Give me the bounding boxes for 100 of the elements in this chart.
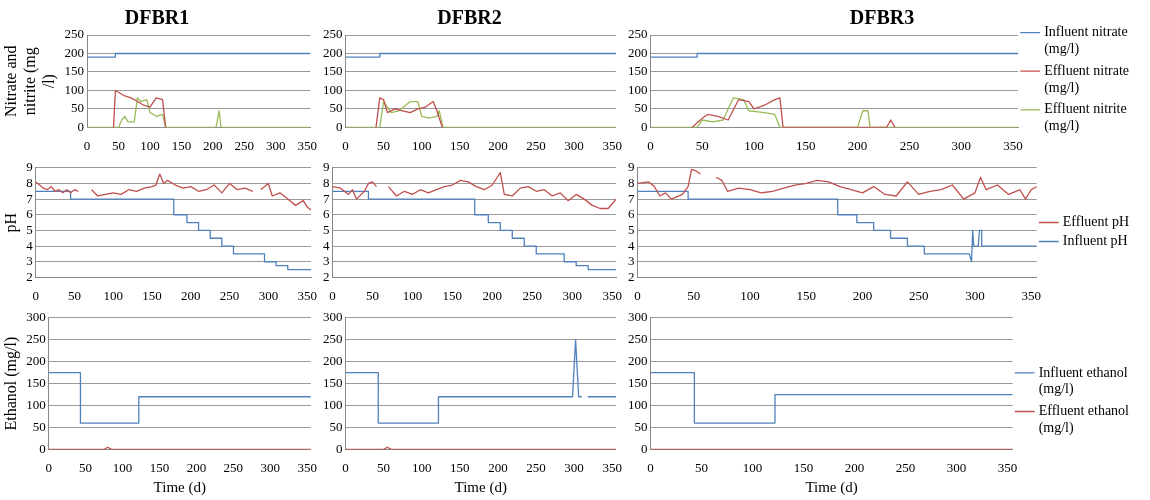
x-tick-label: 300	[951, 137, 971, 153]
y-tick-label: 6	[26, 206, 34, 222]
y-tick-label: 7	[323, 190, 330, 206]
y-tick-label: 250	[628, 331, 648, 347]
y-tick-label: 5	[26, 221, 33, 237]
y-tick-label: 0	[336, 118, 343, 134]
y-tick-label: 250	[323, 331, 343, 347]
x-tick-label: 250	[899, 137, 920, 153]
chart-title: DFBR3	[849, 6, 915, 29]
x-tick-label: 350	[602, 287, 622, 303]
x-tick-label: 100	[744, 137, 764, 153]
legend-label: Effluent nitrate (mg/l)	[1044, 62, 1129, 96]
chart-title: DFBR2	[437, 6, 502, 29]
x-tick-label: 250	[895, 459, 916, 475]
legend-label: Influent ethanol (mg/l)	[1038, 364, 1128, 398]
y-tick-label: 9	[323, 159, 330, 175]
x-tick-label: 200	[488, 459, 508, 475]
x-tick-label: 300	[265, 137, 286, 153]
y-tick-label: 3	[26, 253, 33, 269]
x-tick-label: 100	[740, 287, 760, 303]
y-tick-label: 100	[64, 81, 85, 97]
x-axis-title: Time (d)	[153, 478, 206, 496]
y-tick-label: 200	[628, 44, 648, 60]
x-tick-label: 300	[564, 459, 584, 475]
x-tick-label: 50	[377, 137, 391, 153]
y-tick-label: 4	[323, 237, 330, 253]
x-tick-label: 150	[450, 137, 470, 153]
x-tick-label: 50	[112, 137, 126, 153]
y-tick-label: 100	[323, 396, 343, 412]
y-tick-label: 0	[336, 440, 343, 456]
x-tick-label: 150	[796, 137, 816, 153]
x-tick-label: 350	[1003, 137, 1023, 153]
x-tick-label: 50	[365, 287, 379, 303]
y-tick-label: 150	[26, 375, 46, 391]
y-tick-label: 5	[323, 221, 330, 237]
y-tick-label: 0	[641, 440, 648, 456]
y-tick-label: 150	[64, 63, 85, 79]
y-axis-title: Ethanol (mg/l)	[1, 336, 20, 431]
x-tick-label: 250	[522, 287, 543, 303]
x-tick-label: 250	[526, 459, 546, 475]
y-tick-label: 4	[628, 237, 635, 253]
y-tick-label: 2	[628, 268, 635, 284]
y-tick-label: 4	[26, 237, 34, 253]
y-tick-label: 6	[323, 206, 330, 222]
y-tick-label: 100	[323, 81, 343, 97]
y-tick-label: 150	[323, 375, 343, 391]
x-tick-label: 250	[526, 137, 546, 153]
y-tick-label: 7	[628, 190, 635, 206]
x-tick-label: 250	[234, 137, 255, 153]
y-tick-label: 250	[26, 331, 46, 347]
x-tick-label: 250	[219, 287, 240, 303]
y-tick-label: 150	[323, 63, 343, 79]
x-tick-label: 200	[186, 459, 207, 475]
y-tick-label: 2	[323, 268, 330, 284]
y-tick-label: 8	[628, 174, 635, 190]
y-tick-label: 300	[628, 309, 648, 325]
x-tick-label: 250	[908, 287, 929, 303]
y-tick-label: 3	[628, 253, 635, 269]
y-tick-label: 200	[26, 353, 46, 369]
x-tick-label: 350	[602, 137, 622, 153]
y-tick-label: 150	[628, 375, 648, 391]
y-tick-label: 50	[32, 418, 46, 434]
x-tick-label: 200	[844, 459, 865, 475]
y-tick-label: 150	[628, 63, 648, 79]
x-tick-label: 250	[223, 459, 244, 475]
x-tick-label: 350	[297, 459, 317, 475]
x-tick-label: 300	[564, 137, 584, 153]
y-tick-label: 9	[628, 159, 635, 175]
y-tick-label: 8	[26, 174, 33, 190]
x-tick-label: 150	[142, 287, 162, 303]
x-tick-label: 200	[181, 287, 201, 303]
y-tick-label: 200	[323, 353, 343, 369]
y-tick-label: 100	[628, 81, 648, 97]
x-tick-label: 150	[149, 459, 170, 475]
x-tick-label: 150	[793, 459, 814, 475]
x-axis-title: Time (d)	[454, 478, 507, 496]
chart-title: DFBR1	[124, 6, 190, 29]
legend-label: Influent nitrate (mg/l)	[1044, 24, 1128, 58]
y-tick-label: 2	[26, 268, 33, 284]
x-tick-label: 150	[442, 287, 463, 303]
x-tick-label: 150	[171, 137, 192, 153]
y-tick-label: 8	[323, 174, 330, 190]
x-tick-label: 100	[411, 459, 432, 475]
legend-label: Influent pH	[1062, 233, 1128, 249]
x-tick-label: 200	[847, 137, 868, 153]
x-tick-label: 350	[297, 287, 317, 303]
y-tick-label: 200	[323, 44, 343, 60]
y-tick-label: 6	[628, 206, 635, 222]
x-tick-label: 200	[203, 137, 223, 153]
x-axis-title: Time (d)	[805, 478, 858, 496]
x-tick-label: 100	[411, 137, 432, 153]
x-tick-label: 150	[796, 287, 816, 303]
y-tick-label: 100	[628, 396, 648, 412]
legend-label: Effluent ethanol (mg/l)	[1038, 403, 1130, 436]
x-tick-label: 300	[562, 287, 582, 303]
x-tick-label: 350	[1021, 287, 1041, 303]
x-tick-label: 300	[946, 459, 967, 475]
x-tick-label: 50	[687, 287, 701, 303]
x-tick-label: 300	[258, 287, 279, 303]
x-tick-label: 350	[997, 459, 1018, 475]
